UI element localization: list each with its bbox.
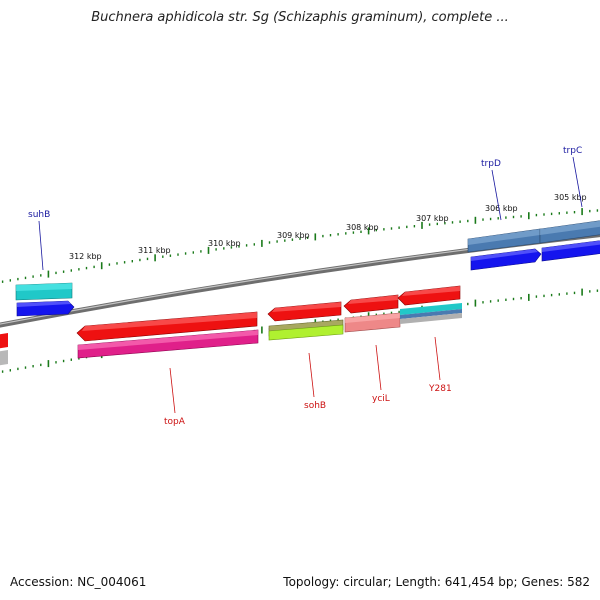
leader-suhB xyxy=(38,220,44,271)
feature-topA-red[interactable] xyxy=(76,311,258,342)
label-topA[interactable]: topA xyxy=(164,417,186,427)
feature-left-edge-gray[interactable] xyxy=(0,350,8,366)
label-sohB[interactable]: sohB xyxy=(304,401,326,411)
ruler-label-306: 306 kbp xyxy=(485,204,518,213)
accession-text: Accession: NC_004061 xyxy=(10,575,147,589)
label-Y281[interactable]: Y281 xyxy=(428,384,452,394)
leader-trpC xyxy=(572,156,583,208)
feature-trpC[interactable] xyxy=(539,220,600,244)
leader-topA xyxy=(169,367,176,414)
topology-summary: Topology: circular; Length: 641,454 bp; … xyxy=(283,575,590,589)
leader-Y281 xyxy=(434,336,441,381)
feature-Y281[interactable] xyxy=(400,303,462,324)
map-title: Buchnera aphidicola str. Sg (Schizaphis … xyxy=(91,10,509,25)
leader-yciL xyxy=(375,344,382,391)
feature-blue-cds-right-1[interactable] xyxy=(470,248,542,271)
ruler-label-312: 312 kbp xyxy=(69,252,102,261)
feature-red-cds-308[interactable] xyxy=(343,294,399,314)
feature-trpD[interactable] xyxy=(467,228,541,253)
ruler-label-305: 305 kbp xyxy=(554,193,587,202)
label-yciL[interactable]: yciL xyxy=(372,394,390,404)
ruler-label-307: 307 kbp xyxy=(416,214,449,223)
ruler-label-308: 308 kbp xyxy=(346,223,379,232)
ruler-label-309: 309 kbp xyxy=(277,231,310,240)
feature-sohB[interactable] xyxy=(268,319,344,341)
leader-trpD xyxy=(491,169,502,221)
label-trpD[interactable]: trpD xyxy=(481,159,501,169)
ruler-label-311: 311 kbp xyxy=(138,246,171,255)
label-trpC[interactable]: trpC xyxy=(563,146,582,156)
upper-ruler-ticks xyxy=(1,208,599,283)
feature-blue-cds-left[interactable] xyxy=(16,300,75,317)
feature-red-cds-309[interactable] xyxy=(267,301,342,322)
feature-suhB[interactable] xyxy=(15,282,73,301)
feature-left-edge-red[interactable] xyxy=(0,333,8,349)
feature-topA[interactable] xyxy=(77,329,259,359)
feature-yciL[interactable] xyxy=(344,312,401,333)
label-suhB[interactable]: suhB xyxy=(28,210,50,220)
feature-red-cds-307[interactable] xyxy=(397,285,461,306)
feature-blue-cds-right-2[interactable] xyxy=(541,240,600,262)
leader-sohB xyxy=(308,352,315,398)
ruler-label-310: 310 kbp xyxy=(208,239,241,248)
